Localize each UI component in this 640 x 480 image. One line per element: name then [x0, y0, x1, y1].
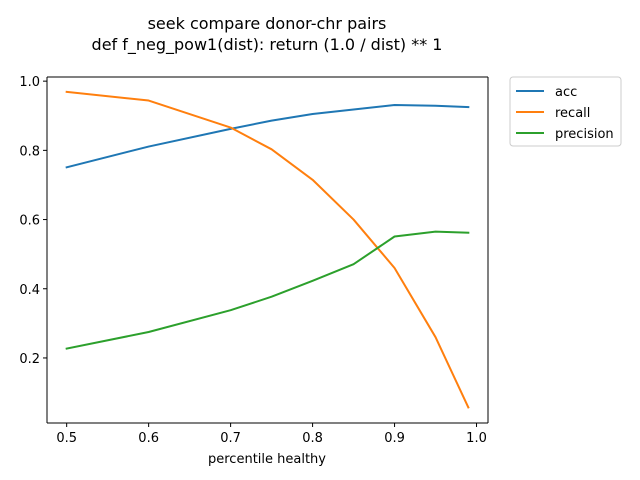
y-axis-ticks: 0.2 0.4 0.6 0.8 1.0 [19, 75, 47, 367]
y-tick-label: 0.4 [19, 283, 40, 298]
axes-frame [46, 76, 489, 424]
x-axis-ticks: 0.5 0.6 0.7 0.8 0.9 1.0 [56, 423, 487, 446]
x-tick-label: 0.9 [384, 431, 405, 446]
y-tick-label: 0.8 [19, 144, 40, 159]
legend-label-precision: precision [555, 127, 614, 142]
plot-area [47, 77, 488, 423]
y-tick-label: 0.2 [19, 352, 40, 367]
legend-label-acc: acc [555, 85, 577, 100]
x-axis-label: percentile healthy [208, 452, 326, 467]
x-tick-label: 0.6 [138, 431, 159, 446]
x-tick-label: 0.7 [220, 431, 241, 446]
series-layer [65, 90, 470, 409]
chart-title: seek compare donor-chr pairs def f_neg_p… [92, 14, 443, 55]
y-tick-label: 1.0 [19, 75, 40, 90]
x-tick-label: 0.5 [56, 431, 77, 446]
y-tick-label: 0.6 [19, 214, 40, 229]
legend-frame [509, 76, 622, 147]
x-tick-label: 0.8 [302, 431, 323, 446]
legend: acc recall precision [509, 76, 622, 147]
legend-label-recall: recall [555, 106, 590, 121]
chart-title-line-1: seek compare donor-chr pairs [148, 14, 387, 33]
x-tick-label: 1.0 [466, 431, 487, 446]
chart-title-line-2: def f_neg_pow1(dist): return (1.0 / dist… [92, 35, 443, 55]
